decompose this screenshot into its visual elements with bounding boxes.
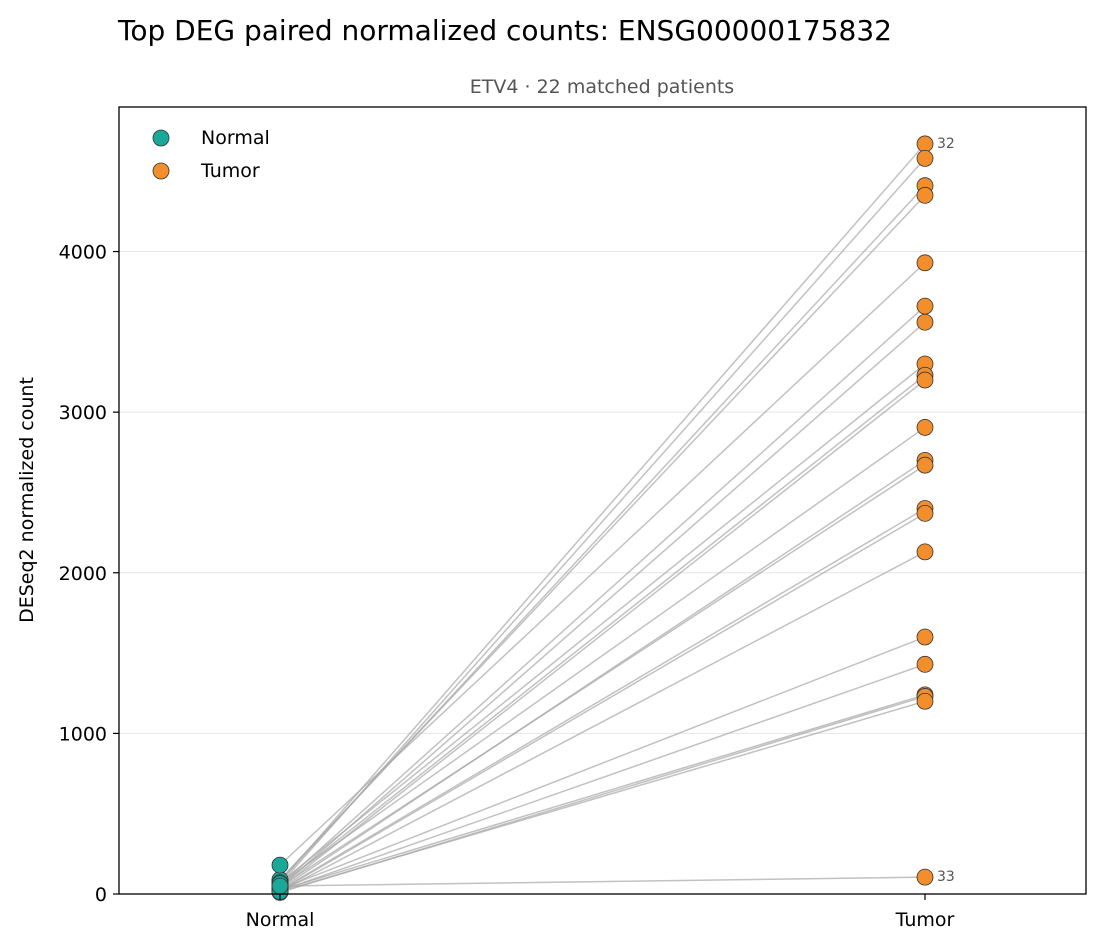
- pair-line: [279, 459, 926, 890]
- tumor-point: [916, 692, 934, 710]
- pair-line: [279, 512, 926, 892]
- pair-line: [279, 426, 926, 885]
- pair-line: [279, 636, 926, 890]
- pair-line: [279, 700, 926, 893]
- pair-line: [279, 157, 926, 885]
- chart-title: Top DEG paired normalized counts: ENSG00…: [117, 14, 892, 47]
- tumor-point: [916, 186, 934, 204]
- pair-line: [279, 363, 926, 884]
- y-tick-label: 0: [95, 884, 107, 906]
- tumor-point: [916, 504, 934, 522]
- x-tick-label: Tumor: [895, 909, 955, 931]
- legend-label-tumor: Tumor: [200, 160, 260, 182]
- plot-frame: [118, 106, 1087, 895]
- tumor-point: [916, 371, 934, 389]
- point-label: 33: [937, 869, 955, 885]
- tumor-point: [916, 313, 934, 331]
- normal-point: [271, 856, 289, 874]
- point-label: 32: [937, 136, 955, 152]
- legend: Normal Tumor: [152, 127, 270, 182]
- normal-point: [271, 877, 289, 895]
- pair-line: [279, 305, 926, 886]
- legend-marker-tumor: [152, 162, 170, 180]
- tumor-point: [916, 297, 934, 315]
- pair-line: [279, 379, 926, 889]
- pair-lines: [279, 143, 926, 894]
- pair-line: [279, 262, 926, 866]
- tumor-point: [916, 655, 934, 673]
- gridlines: [119, 251, 1086, 734]
- pair-line: [279, 876, 926, 887]
- tumor-point: [916, 135, 934, 153]
- pair-line: [279, 663, 926, 892]
- pair-line: [279, 374, 926, 887]
- tumor-point: [916, 456, 934, 474]
- tumor-point: [916, 543, 934, 561]
- tumor-point: [916, 254, 934, 272]
- y-tick-label: 2000: [59, 563, 107, 585]
- data-points: [271, 135, 934, 901]
- tumor-point: [916, 149, 934, 167]
- pair-line: [279, 143, 926, 883]
- pair-line: [279, 321, 926, 889]
- pair-line: [279, 464, 926, 888]
- y-axis-ticks: 0 1000 2000 3000 4000: [59, 242, 119, 906]
- x-axis-ticks: Normal Tumor: [246, 894, 955, 931]
- y-axis-label: DESeq2 normalized count: [16, 377, 38, 623]
- pair-line: [279, 694, 926, 891]
- pair-line: [279, 507, 926, 891]
- tumor-point: [916, 628, 934, 646]
- tumor-point: [916, 868, 934, 886]
- y-tick-label: 4000: [59, 242, 107, 264]
- x-tick-label: Normal: [246, 909, 315, 931]
- y-tick-label: 1000: [59, 723, 107, 745]
- point-annotations: 32 33: [937, 136, 955, 885]
- legend-marker-normal: [152, 129, 170, 147]
- legend-label-normal: Normal: [201, 127, 270, 149]
- chart-subtitle: ETV4 · 22 matched patients: [470, 76, 734, 98]
- tumor-point: [916, 419, 934, 436]
- pair-line: [279, 551, 926, 893]
- y-tick-label: 3000: [59, 402, 107, 424]
